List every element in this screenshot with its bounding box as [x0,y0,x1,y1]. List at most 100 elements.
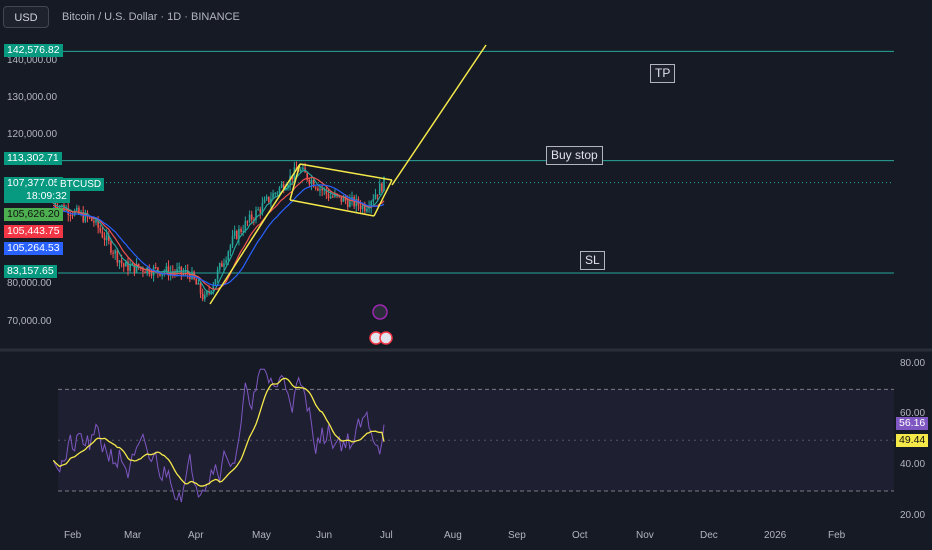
candle-body [135,263,138,273]
time-label-feb-2026: Feb [828,530,846,541]
price-tick-140000: 140,000.00 [7,55,58,66]
candle-body [161,273,163,276]
candle-body [344,197,347,201]
sl-annotation[interactable]: SL [580,251,605,270]
candle-body [182,272,185,274]
candle-body [372,199,375,202]
candle-body [276,192,279,194]
candle-body [174,272,176,274]
candle-body [227,251,230,261]
flag-upper-line [299,163,393,181]
candle-body [255,210,257,220]
candle-body [236,230,238,239]
candle-body [63,204,65,211]
candle-body [302,167,304,170]
candle-body [306,172,308,180]
candle-body [120,260,123,264]
candle-body [118,260,121,263]
price-tick-80000: 80,000.00 [7,278,52,289]
candle-body [312,179,315,188]
candle-body [116,250,119,263]
candle-body [259,209,262,213]
candle-body [240,228,242,232]
price-tick-130000: 130,000.00 [7,92,58,103]
candle-body [233,230,236,237]
candle-body [195,278,198,285]
candle-body [225,260,227,264]
rsi-tick-60: 60.00 [900,408,926,419]
candle-body [88,217,91,219]
candle-body [381,183,383,192]
candle-body [300,169,302,172]
rsi-value-label: 56.16 [896,417,929,430]
candle-body [84,212,87,222]
candle-body [242,231,244,233]
candle-body [157,267,159,272]
candle-body [103,237,106,241]
time-label-dec: Dec [700,530,718,541]
candle-body [278,187,281,193]
candle-body [329,196,332,199]
rsi-tick-20: 20.00 [900,510,926,521]
candle-body [95,219,97,223]
candle-body [150,274,153,276]
price-tick-70000: 70,000.00 [7,316,52,327]
candle-body [199,283,202,294]
candle-body [263,199,266,203]
candle-body [246,221,249,223]
candle-body [332,196,334,198]
rsi-tick-80: 80.00 [900,358,926,369]
candle-body [163,271,166,274]
candle-body [140,268,142,270]
candle-body [99,227,102,232]
candle-body [165,266,168,272]
candle-body [204,294,206,300]
sl-level-price-label: 83,157.65 [4,265,57,278]
candle-body [327,193,330,199]
currency-button[interactable]: USD [3,6,49,28]
candle-body [321,188,323,191]
candle-body [131,263,134,266]
last-price-label: 107,377.05 [4,177,63,190]
candle-body [270,198,272,203]
tp-annotation[interactable]: TP [650,64,676,83]
candle-body [340,195,343,202]
candle-body [144,271,146,274]
candle-body [114,250,116,254]
candle-body [250,214,253,220]
candle-body [359,205,362,210]
time-label-apr: Apr [188,530,204,541]
time-label-jul: Jul [380,530,393,541]
candle-body [370,201,372,208]
candle-body [274,193,276,195]
ema-mid-line [52,176,385,290]
chart-title: Bitcoin / U.S. Dollar · 1D · BINANCE [62,11,240,23]
candle-body [71,215,74,217]
candle-body [374,194,377,200]
candle-body [110,240,112,253]
candle-body [69,214,72,216]
candle-body [97,219,99,228]
candle-body [101,231,104,238]
time-label-2026: 2026 [764,530,787,541]
ema-2-price-label: 105,443.75 [4,225,63,238]
rsi-line [52,368,385,503]
candle-body [355,198,358,207]
candle-body [280,184,283,188]
candle-body [178,266,180,269]
buy-stop-annotation[interactable]: Buy stop [546,146,603,165]
candle-body [133,263,136,273]
candle-body [317,188,319,191]
candle-body [82,212,84,222]
candle-body [186,270,189,275]
candle-body [272,193,274,199]
candle-body [223,263,225,267]
candle-body [287,184,289,188]
candle-body [308,179,311,184]
rsi-tick-40: 40.00 [900,459,926,470]
time-label-nov: Nov [636,530,654,541]
candle-body [78,207,80,214]
countdown-label: 18:09:32 [4,190,70,203]
candle-body [90,217,93,222]
